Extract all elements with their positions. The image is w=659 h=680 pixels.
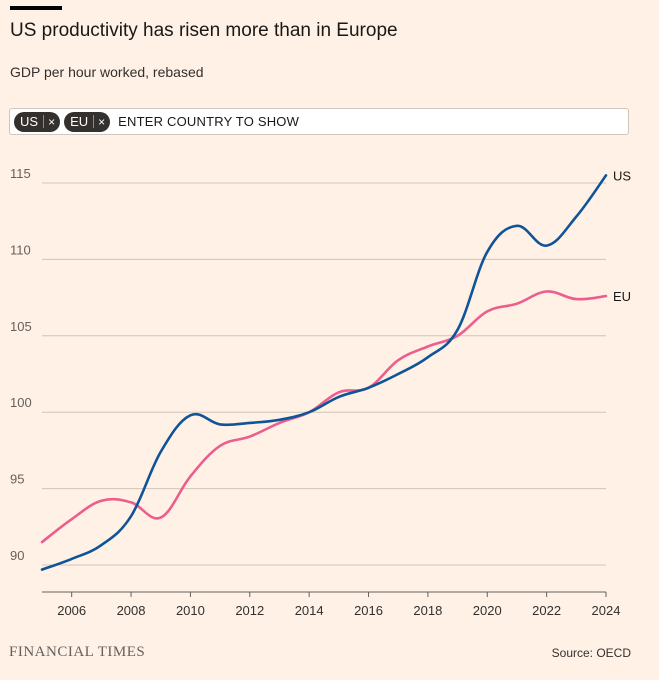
chart-title: US productivity has risen more than in E… [10,20,398,41]
x-tick-label: 2008 [117,603,146,618]
country-search-box[interactable]: US × EU × ENTER COUNTRY TO SHOW [9,108,629,135]
x-tick-label: 2006 [57,603,86,618]
x-tick-label: 2022 [532,603,561,618]
line-chart: 90 95 100 105 110 115 2006 2008 2010 2012 2014 201… [10,166,631,618]
chip-divider [43,115,45,128]
chip-label: EU [70,114,89,129]
country-chip-us[interactable]: US × [14,111,61,132]
top-rule [10,6,62,10]
y-tick-label: 110 [10,242,31,257]
series-line-eu [40,290,608,544]
country-chip-eu[interactable]: EU × [64,111,111,132]
ft-logo: FINANCIAL TIMES [9,644,146,660]
remove-icon[interactable]: × [98,114,106,129]
series-labels: EU US [613,168,631,304]
series-line-us [40,174,608,571]
y-tick-label: 95 [10,472,24,487]
gridlines [42,182,606,566]
x-tick-label: 2016 [354,603,383,618]
x-tick-label: 2014 [295,603,324,618]
series-lines [40,174,608,571]
y-tick-label: 115 [10,166,31,181]
y-axis-ticks: 90 95 100 105 110 115 [10,166,32,563]
series-label-eu: EU [613,289,631,304]
x-tick-label: 2020 [473,603,502,618]
country-search-input[interactable]: ENTER COUNTRY TO SHOW [118,114,300,129]
x-tick-label: 2010 [176,603,205,618]
x-tick-label: 2024 [592,603,621,618]
y-tick-label: 100 [10,395,32,410]
x-tick-label: 2012 [235,603,264,618]
chip-label: US [20,114,39,129]
y-tick-label: 90 [10,548,24,563]
x-tick-label: 2018 [413,603,442,618]
chip-divider [93,115,95,128]
chart-subtitle: GDP per hour worked, rebased [10,64,204,80]
y-tick-label: 105 [10,319,32,334]
source-note: Source: OECD [551,646,631,660]
x-axis: 2006 2008 2010 2012 2014 2016 2018 2020 2022 2024 [42,591,621,618]
remove-icon[interactable]: × [48,114,56,129]
series-label-us: US [613,168,631,183]
